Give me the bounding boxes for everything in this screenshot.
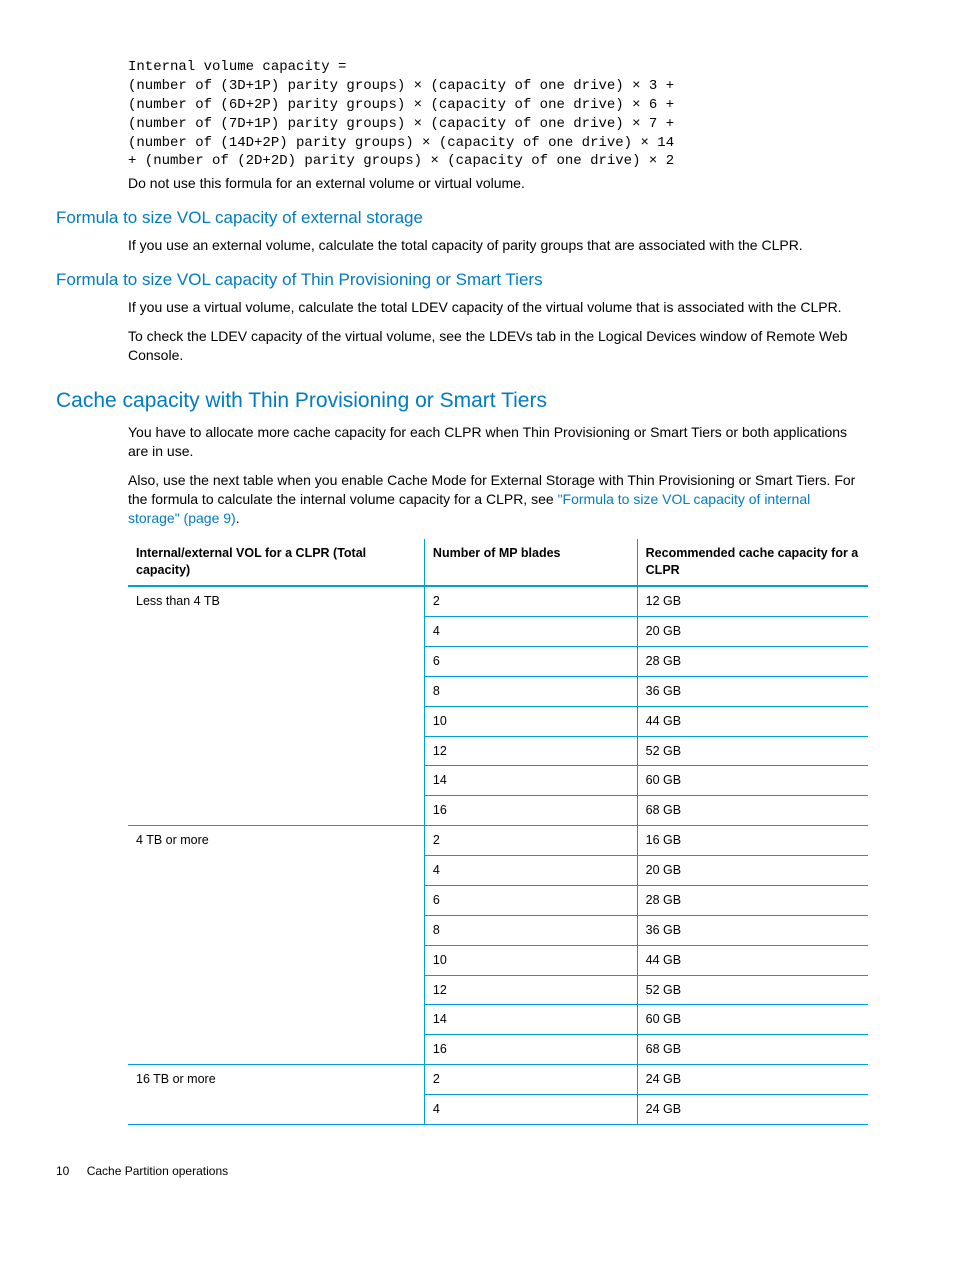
heading-cache-capacity: Cache capacity with Thin Provisioning or… — [56, 387, 864, 415]
cache-capacity-table: Internal/external VOL for a CLPR (Total … — [128, 539, 868, 1125]
cell-mp-blades: 16 — [424, 1035, 637, 1065]
para-external-storage: If you use an external volume, calculate… — [128, 236, 864, 255]
cell-cache-capacity: 68 GB — [637, 1035, 868, 1065]
para-thin-1: If you use a virtual volume, calculate t… — [128, 298, 864, 317]
page-number: 10 — [56, 1164, 69, 1178]
cell-mp-blades: 6 — [424, 885, 637, 915]
cell-cache-capacity: 44 GB — [637, 945, 868, 975]
cell-cache-capacity: 52 GB — [637, 736, 868, 766]
cell-mp-blades: 12 — [424, 975, 637, 1005]
cell-cache-capacity: 24 GB — [637, 1095, 868, 1125]
cell-cache-capacity: 20 GB — [637, 856, 868, 886]
col-header-blades: Number of MP blades — [424, 539, 637, 586]
chapter-title: Cache Partition operations — [87, 1164, 228, 1178]
cell-cache-capacity: 36 GB — [637, 915, 868, 945]
col-header-cache: Recommended cache capacity for a CLPR — [637, 539, 868, 586]
cell-total-capacity: 4 TB or more — [128, 826, 424, 1065]
cell-cache-capacity: 20 GB — [637, 617, 868, 647]
table-row: 16 TB or more224 GB — [128, 1065, 868, 1095]
heading-thin-provisioning: Formula to size VOL capacity of Thin Pro… — [56, 269, 864, 292]
cell-mp-blades: 2 — [424, 826, 637, 856]
cell-mp-blades: 14 — [424, 1005, 637, 1035]
cell-mp-blades: 6 — [424, 646, 637, 676]
para-cache-1: You have to allocate more cache capacity… — [128, 423, 864, 461]
cell-cache-capacity: 24 GB — [637, 1065, 868, 1095]
cell-mp-blades: 10 — [424, 706, 637, 736]
cell-cache-capacity: 28 GB — [637, 885, 868, 915]
cell-total-capacity: Less than 4 TB — [128, 586, 424, 826]
page-footer: 10 Cache Partition operations — [56, 1163, 864, 1179]
cell-cache-capacity: 12 GB — [637, 586, 868, 616]
cell-mp-blades: 14 — [424, 766, 637, 796]
cell-cache-capacity: 60 GB — [637, 1005, 868, 1035]
cell-cache-capacity: 36 GB — [637, 676, 868, 706]
cell-mp-blades: 2 — [424, 1065, 637, 1095]
cell-total-capacity: 16 TB or more — [128, 1065, 424, 1125]
table-row: 4 TB or more216 GB — [128, 826, 868, 856]
cell-mp-blades: 4 — [424, 856, 637, 886]
para-thin-2: To check the LDEV capacity of the virtua… — [128, 327, 864, 365]
cell-cache-capacity: 16 GB — [637, 826, 868, 856]
cell-mp-blades: 16 — [424, 796, 637, 826]
cell-cache-capacity: 44 GB — [637, 706, 868, 736]
para-cache-2b: . — [236, 510, 240, 526]
cell-mp-blades: 8 — [424, 676, 637, 706]
cell-mp-blades: 4 — [424, 617, 637, 647]
cell-mp-blades: 2 — [424, 586, 637, 616]
cell-mp-blades: 10 — [424, 945, 637, 975]
table-row: Less than 4 TB212 GB — [128, 586, 868, 616]
formula-codeblock: Internal volume capacity = (number of (3… — [128, 58, 864, 171]
para-cache-2: Also, use the next table when you enable… — [128, 471, 864, 528]
heading-external-storage: Formula to size VOL capacity of external… — [56, 207, 864, 230]
col-header-total: Internal/external VOL for a CLPR (Total … — [128, 539, 424, 586]
cell-mp-blades: 8 — [424, 915, 637, 945]
cell-cache-capacity: 60 GB — [637, 766, 868, 796]
cell-cache-capacity: 68 GB — [637, 796, 868, 826]
table-header-row: Internal/external VOL for a CLPR (Total … — [128, 539, 868, 586]
cell-cache-capacity: 28 GB — [637, 646, 868, 676]
cell-cache-capacity: 52 GB — [637, 975, 868, 1005]
note-dont-use: Do not use this formula for an external … — [128, 174, 864, 193]
cell-mp-blades: 12 — [424, 736, 637, 766]
cell-mp-blades: 4 — [424, 1095, 637, 1125]
